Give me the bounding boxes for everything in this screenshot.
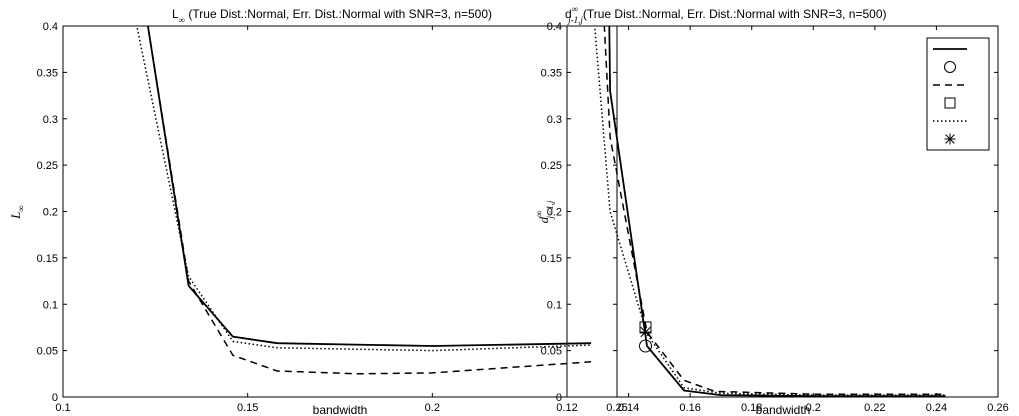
right-y-tick-label: 0.2 (547, 207, 562, 219)
legend-circle-marker (944, 61, 956, 73)
left-chart-title: L∞ (True Dist.:Normal, Err. Dist.:Normal… (172, 7, 492, 25)
legend-box (926, 37, 990, 151)
right-y-tick-label: 0.3 (547, 114, 562, 126)
left-y-axis-label: L∞ (8, 205, 26, 220)
left-y-tick-label: 0.05 (37, 346, 58, 358)
right-y-tick-label: 0.15 (541, 253, 562, 265)
left-x-tick-label: 0.1 (55, 402, 70, 414)
right-x-tick-label: 0.16 (679, 402, 700, 414)
left-series-dashed-line (147, 26, 592, 375)
legend-square-marker (944, 97, 956, 109)
left-series-solid-line (146, 26, 592, 347)
left-series-dotted-line (136, 26, 592, 352)
right-y-tick-label: 0.4 (547, 21, 562, 33)
right-series-dotted-line (593, 26, 946, 396)
left-x-axis-label: bandwidth (313, 403, 368, 416)
right-marker-asterisk (639, 326, 652, 339)
right-x-tick-label: 0.14 (618, 402, 639, 414)
right-axis-ticks: 0.12 0.14 0.16 0.18 0.2 0.22 0.24 0.26 0 0.05 0.1 0… (541, 21, 1009, 414)
right-series-lines (593, 26, 946, 397)
left-y-tick-label: 0.35 (37, 67, 58, 79)
left-y-tick-label: 0 (52, 392, 58, 404)
left-series-lines (136, 26, 592, 375)
right-series-solid-line (608, 26, 946, 397)
right-series-markers (639, 321, 653, 353)
left-x-tick-label: 0.25 (606, 402, 627, 414)
right-y-tick-label: 0.35 (541, 67, 562, 79)
right-x-tick-label: 0.12 (556, 402, 577, 414)
right-y-tick-label: 0.1 (547, 299, 562, 311)
right-x-axis-label: bandwidth (756, 403, 811, 416)
left-y-tick-label: 0.15 (37, 253, 58, 265)
right-y-tick-label: 0.05 (541, 346, 562, 358)
right-chart: d∞ j-1,j(True Dist.:Normal, Err. Dist.:No… (534, 4, 1009, 416)
right-x-tick-label: 0.26 (987, 402, 1008, 414)
legend (926, 37, 990, 151)
left-x-tick-label: 0.2 (425, 402, 440, 414)
left-y-tick-label: 0.4 (43, 21, 58, 33)
left-x-tick-label: 0.15 (237, 402, 258, 414)
right-y-tick-label: 0 (556, 392, 562, 404)
right-marker-circle (639, 339, 653, 353)
right-y-axis-label: d∞j−1,j (534, 200, 555, 223)
right-chart-title: d∞ j-1,j(True Dist.:Normal, Err. Dist.:No… (565, 4, 887, 25)
right-x-tick-label: 0.18 (741, 402, 762, 414)
left-axis-ticks: 0.1 0.15 0.2 0.25 0 0.05 0.1 0.15 0.2 0.25 0.3 0.35… (37, 21, 628, 414)
right-x-tick-label: 0.22 (864, 402, 885, 414)
right-x-tick-label: 0.2 (806, 402, 821, 414)
left-y-tick-label: 0.25 (37, 160, 58, 172)
legend-asterisk-marker (944, 133, 956, 145)
right-series-dashed-line (603, 26, 946, 395)
left-y-tick-label: 0.2 (43, 207, 58, 219)
left-y-tick-label: 0.3 (43, 114, 58, 126)
right-x-tick-label: 0.24 (926, 402, 947, 414)
left-y-tick-label: 0.1 (43, 299, 58, 311)
left-chart: L∞ (True Dist.:Normal, Err. Dist.:Normal… (8, 7, 628, 416)
right-y-tick-label: 0.25 (541, 160, 562, 172)
